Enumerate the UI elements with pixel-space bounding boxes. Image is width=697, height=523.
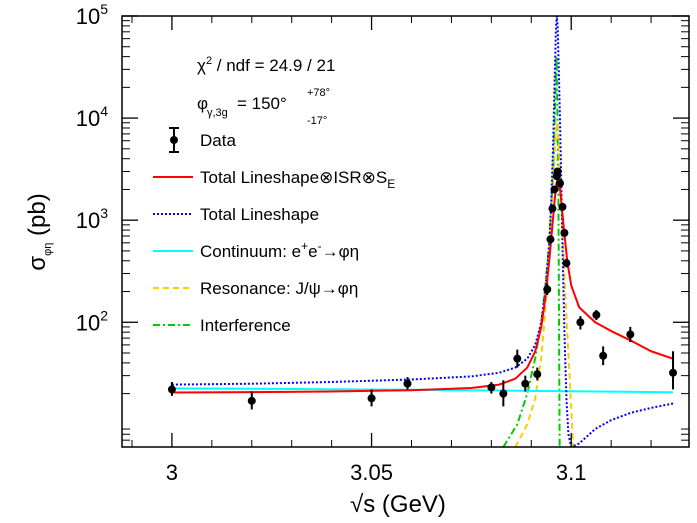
chi2-annotation: χ2 / ndf = 24.9 / 21	[197, 55, 335, 75]
data-point	[548, 204, 557, 213]
data-point	[367, 389, 376, 407]
data-marker	[543, 285, 552, 294]
data-point	[550, 185, 559, 194]
data-marker	[521, 379, 530, 388]
legend-label: Resonance: J/ψ→φη	[200, 279, 358, 298]
curve-interference	[502, 55, 561, 447]
svg-text:φ: φ	[197, 94, 208, 113]
data-point	[669, 351, 678, 390]
legend-item-continuum: Continuum: e+e-→φη	[153, 239, 359, 261]
svg-text:= 150°: = 150°	[237, 94, 287, 113]
data-point	[543, 283, 552, 295]
x-tick-label: 3	[166, 460, 178, 485]
data-marker	[576, 318, 585, 327]
data-point	[553, 167, 562, 176]
data-point	[533, 367, 542, 381]
data-marker	[560, 228, 569, 237]
data-points	[167, 167, 678, 410]
data-point	[592, 309, 601, 321]
data-marker	[403, 379, 412, 388]
data-marker	[367, 394, 376, 403]
curve-resonance	[514, 121, 575, 447]
data-marker	[548, 204, 557, 213]
data-marker	[592, 310, 601, 319]
legend-item-data: Data	[169, 127, 236, 153]
legend-item-resonance: Resonance: J/ψ→φη	[153, 279, 358, 298]
data-point	[499, 380, 508, 407]
legend-label: Continuum: e+e-→φη	[200, 239, 359, 261]
data-marker	[546, 235, 555, 244]
svg-text:+78°: +78°	[307, 87, 330, 99]
data-marker	[558, 202, 567, 211]
data-marker	[513, 354, 522, 363]
data-point	[599, 346, 608, 366]
data-point	[513, 349, 522, 368]
y-tick-label: 105	[76, 1, 108, 29]
data-marker	[553, 167, 562, 176]
svg-text:-17°: -17°	[307, 115, 327, 127]
data-marker	[626, 330, 635, 339]
legend-label: Total Lineshape⊗ISR⊗SE	[200, 168, 395, 191]
data-marker	[247, 396, 256, 405]
axes: 3 3.05 3.1 102 103 104 105	[76, 1, 689, 485]
curve-total_isr	[171, 176, 674, 394]
fit-curves	[171, 16, 674, 447]
svg-text:γ,3g: γ,3g	[207, 107, 228, 119]
legend-label: Interference	[200, 316, 291, 335]
x-tick-label: 3.05	[350, 460, 393, 485]
data-point	[562, 259, 571, 268]
data-point	[403, 377, 412, 390]
data-marker	[550, 185, 559, 194]
legend-item-interference: Interference	[153, 316, 291, 335]
data-marker	[556, 179, 565, 188]
svg-text:χ2 / ndf = 24.9 / 21: χ2 / ndf = 24.9 / 21	[197, 55, 335, 75]
data-point	[487, 381, 496, 394]
y-axis-title: σφη (pb)	[24, 193, 54, 270]
data-marker	[669, 368, 678, 377]
data-point	[556, 179, 565, 188]
data-marker	[533, 370, 542, 379]
plot-frame	[121, 15, 690, 448]
y-tick-label: 103	[76, 205, 108, 233]
data-marker	[562, 259, 571, 268]
y-tick-label: 104	[76, 103, 108, 131]
data-point	[167, 381, 176, 396]
x-tick-label: 3.1	[556, 460, 587, 485]
data-point	[576, 316, 585, 330]
legend-label: Data	[200, 131, 236, 150]
legend: Data Total Lineshape⊗ISR⊗SE Total Lineshap…	[153, 127, 395, 335]
data-point	[546, 235, 555, 244]
data-marker	[599, 351, 608, 360]
legend-marker	[170, 136, 178, 144]
data-point	[560, 228, 569, 237]
data-point	[558, 202, 567, 211]
data-marker	[499, 389, 508, 398]
y-tick-label: 102	[76, 307, 108, 335]
data-point	[247, 391, 256, 410]
data-marker	[487, 383, 496, 392]
legend-label: Total Lineshape	[200, 205, 319, 224]
legend-item-total_isr: Total Lineshape⊗ISR⊗SE	[153, 168, 395, 191]
phase-annotation: φ γ,3g = 150° +78° -17°	[197, 87, 330, 127]
x-axis-title: √s (GeV)	[350, 491, 446, 518]
curve-total	[171, 16, 674, 447]
data-point	[626, 326, 635, 343]
curve-continuum	[171, 387, 674, 394]
legend-item-total: Total Lineshape	[153, 205, 319, 224]
svg-text:σφη (pb): σφη (pb)	[24, 193, 54, 270]
data-point	[521, 375, 530, 392]
data-marker	[167, 385, 176, 394]
